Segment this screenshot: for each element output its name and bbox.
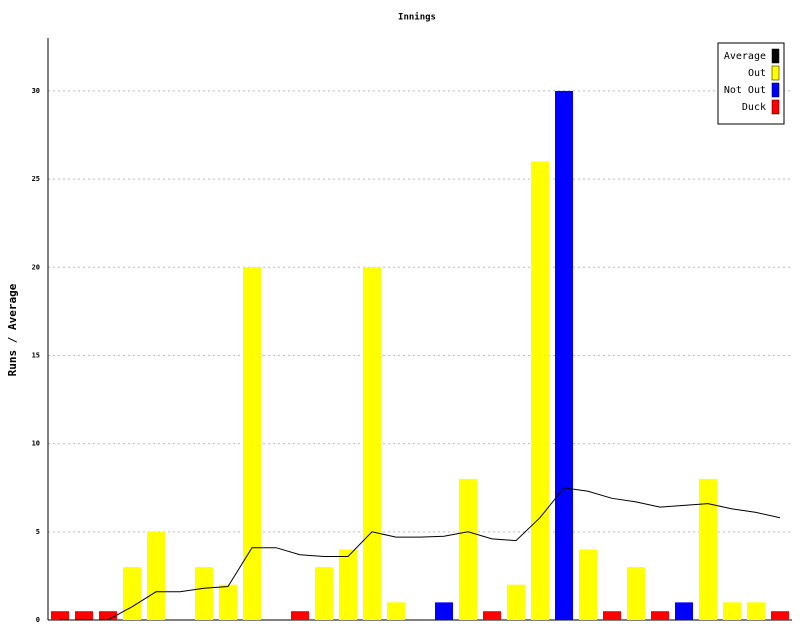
y-tick-label: 30 [32, 87, 40, 95]
y-tick-label: 0 [36, 616, 40, 624]
bar [723, 602, 741, 620]
bar [603, 611, 621, 620]
y-tick-label: 20 [32, 263, 40, 271]
bar [747, 602, 765, 620]
bar [147, 531, 165, 620]
bar [243, 267, 261, 620]
bar [627, 567, 645, 620]
bar [699, 478, 717, 620]
legend-swatch [771, 99, 780, 115]
bar [483, 611, 501, 620]
bar [579, 549, 597, 620]
y-tick-label: 25 [32, 175, 40, 183]
legend-swatch [771, 48, 780, 64]
y-tick-label: 10 [32, 440, 40, 448]
legend-label: Duck [742, 102, 766, 113]
bar [99, 611, 117, 620]
legend-label: Out [748, 68, 766, 79]
legend-swatch [771, 65, 780, 81]
bar [651, 611, 669, 620]
chart-title: Innings [398, 12, 436, 23]
bar [123, 567, 141, 620]
bar [291, 611, 309, 620]
bar [51, 611, 69, 620]
bar [435, 602, 453, 620]
bar [507, 584, 525, 620]
bar [459, 478, 477, 620]
bar [675, 602, 693, 620]
bar [219, 584, 237, 620]
bar [315, 567, 333, 620]
legend-swatch [771, 82, 780, 98]
bar [75, 611, 93, 620]
bar [555, 90, 573, 621]
bar [531, 161, 549, 621]
bar [339, 549, 357, 620]
y-tick-label: 15 [32, 351, 40, 359]
y-tick-label: 5 [36, 528, 40, 536]
y-axis-label: Runs / Average [6, 283, 19, 376]
bar [771, 611, 789, 620]
bar [363, 267, 381, 620]
average-line [60, 487, 781, 621]
bar [195, 567, 213, 620]
bar [387, 602, 405, 620]
legend-label: Average [724, 51, 766, 62]
legend-label: Not Out [724, 85, 766, 96]
